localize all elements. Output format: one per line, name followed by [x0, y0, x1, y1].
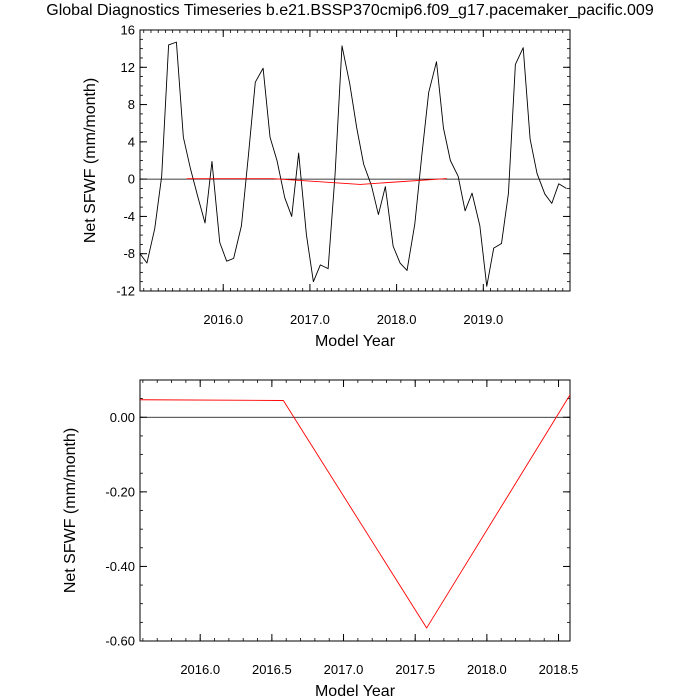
x-tick-label: 2016.0: [203, 312, 243, 327]
annual-mean-line: [186, 178, 447, 185]
y-tick-label: -0.20: [105, 484, 135, 499]
y-tick-label: 12: [121, 60, 135, 75]
x-axis-label: Model Year: [315, 333, 396, 350]
y-tick-label: 8: [128, 97, 135, 112]
x-tick-label: 2017.5: [395, 662, 435, 677]
x-tick-label: 2016.0: [180, 662, 220, 677]
y-tick-label: -4: [123, 209, 135, 224]
top-chart: 16 12 8 4 0 -4 -8 -12 2016.0 2017.0 2018.0 2019.0 Mo…: [82, 23, 571, 350]
y-tick-label: -0.60: [105, 634, 135, 649]
plot-frame: [139, 379, 571, 642]
x-axis-label: Model Year: [315, 683, 396, 700]
x-tick-label: 2018.5: [539, 662, 579, 677]
annual-mean-line: [139, 394, 571, 629]
y-tick-label: 4: [128, 134, 135, 149]
x-tick-label: 2018.0: [377, 312, 417, 327]
x-tick-label: 2019.0: [463, 312, 503, 327]
y-tick-label: -0.40: [105, 559, 135, 574]
y-axis-label: Net SFWF (mm/month): [82, 78, 99, 243]
x-tick-label: 2018.0: [467, 662, 507, 677]
x-tick-label: 2017.0: [290, 312, 330, 327]
y-tick-label: -12: [116, 284, 135, 299]
figure-title: Global Diagnostics Timeseries b.e21.BSSP…: [46, 2, 654, 19]
monthly-series-line: [139, 41, 567, 287]
y-tick-label: -8: [123, 246, 135, 261]
bottom-chart: 0.00 -0.20 -0.40 -0.60 2016.0 2016.5 2017.0 201…: [62, 379, 579, 700]
plot-frame: [139, 29, 571, 292]
y-tick-label: 0.00: [110, 410, 135, 425]
x-tick-label: 2017.0: [324, 662, 364, 677]
y-tick-label: 0: [128, 172, 135, 187]
y-axis-label: Net SFWF (mm/month): [62, 428, 79, 593]
y-tick-label: 16: [121, 23, 135, 38]
x-tick-label: 2016.5: [252, 662, 292, 677]
